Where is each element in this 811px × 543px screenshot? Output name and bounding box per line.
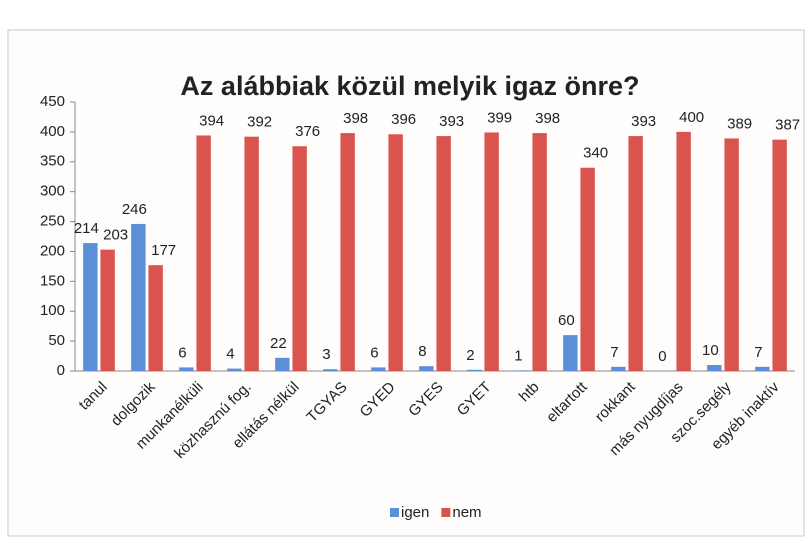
value-label: 393 [439,113,464,130]
bar [755,366,770,371]
value-label: 2 [466,347,474,364]
legend-label: nem [452,504,481,521]
bar [611,366,626,371]
bar [227,368,242,371]
legend-label: igen [401,504,429,521]
value-label: 4 [226,346,234,363]
value-label: 1 [514,347,522,364]
legend-swatch [390,508,399,517]
value-label: 387 [775,117,800,134]
value-label: 389 [727,115,752,132]
bar [275,357,290,371]
y-tick-label: 250 [40,213,65,230]
value-label: 392 [247,114,272,131]
y-tick-label: 400 [40,123,65,140]
bar [100,249,115,371]
y-tick-label: 150 [40,272,65,289]
value-label: 6 [370,344,378,361]
bar [724,138,739,371]
value-label: 246 [122,201,147,218]
value-label: 393 [631,113,656,130]
value-label: 376 [295,123,320,140]
value-label: 7 [610,344,618,361]
bar [515,370,530,371]
y-tick-label: 0 [57,362,65,379]
value-label: 340 [583,145,608,162]
bar [196,135,211,371]
y-tick-label: 200 [40,242,65,259]
bar [772,139,787,371]
bar [244,136,259,371]
y-tick-label: 50 [48,332,65,349]
bar [532,133,547,371]
value-label: 6 [178,344,186,361]
bar [323,369,338,371]
value-label: 0 [658,348,666,365]
value-label: 394 [199,112,224,129]
y-tick-label: 450 [40,93,65,110]
y-tick-label: 300 [40,183,65,200]
bar [371,367,386,371]
bar [436,136,451,371]
bar [388,134,403,371]
bar [707,365,722,371]
value-label: 22 [270,335,287,352]
value-label: 3 [322,346,330,363]
bar [179,367,194,371]
value-label: 398 [343,110,368,127]
value-label: 8 [418,343,426,360]
legend-swatch [441,508,451,517]
value-label: 203 [103,227,128,244]
bar [628,136,643,371]
y-tick-label: 100 [40,302,65,319]
bar [467,369,482,371]
bar [484,132,499,371]
value-label: 60 [558,312,575,329]
bar [340,133,355,371]
value-label: 214 [74,220,99,237]
value-label: 7 [754,344,762,361]
chart-title: Az alábbiak közül melyik igaz önre? [180,71,639,101]
bar [292,146,307,371]
y-tick-label: 350 [40,153,65,170]
value-label: 177 [151,242,176,259]
bar [676,131,691,371]
bar [148,265,163,371]
bar [419,366,434,371]
bar [563,335,578,371]
value-label: 10 [702,342,719,359]
bar [580,167,595,371]
bar [131,223,146,371]
value-label: 398 [535,110,560,127]
value-label: 400 [679,109,704,126]
bar [83,243,98,371]
value-label: 399 [487,109,512,126]
value-label: 396 [391,111,416,128]
